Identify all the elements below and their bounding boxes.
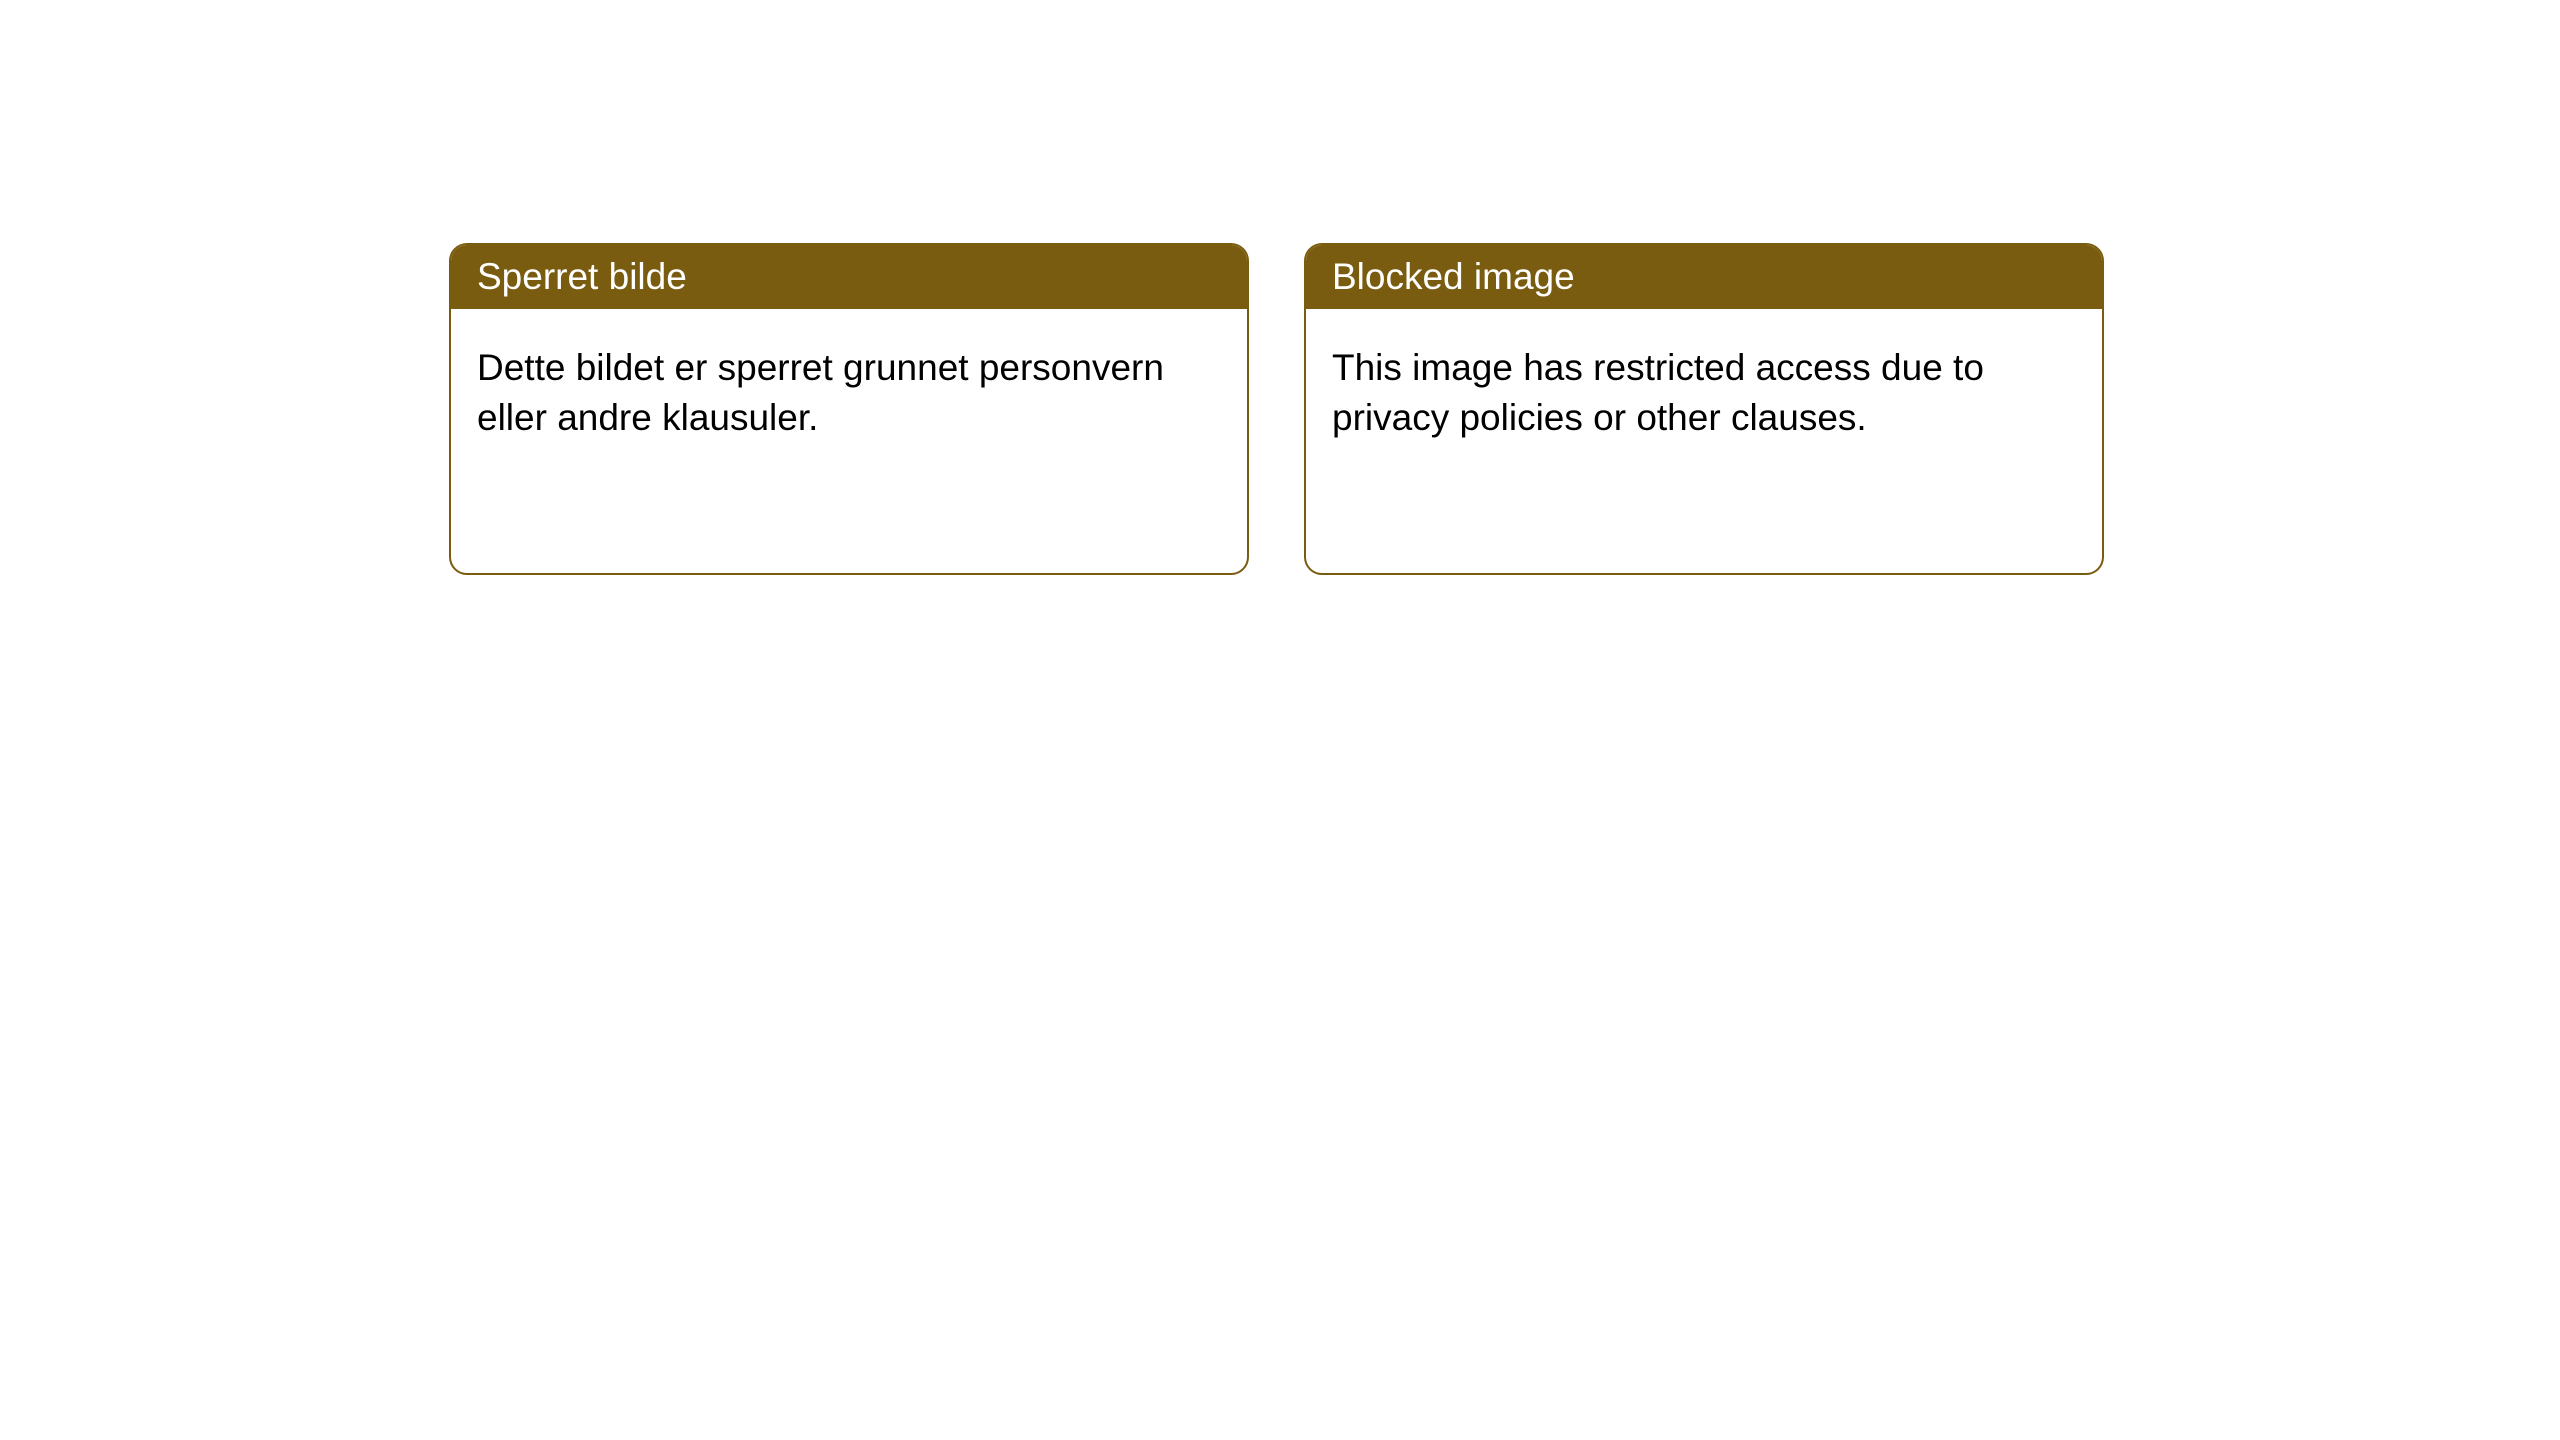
notice-card-english: Blocked image This image has restricted … — [1304, 243, 2104, 575]
notice-title: Blocked image — [1306, 245, 2102, 309]
notice-body: This image has restricted access due to … — [1306, 309, 2102, 477]
notice-body: Dette bildet er sperret grunnet personve… — [451, 309, 1247, 477]
notice-container: Sperret bilde Dette bildet er sperret gr… — [0, 0, 2560, 575]
notice-title: Sperret bilde — [451, 245, 1247, 309]
notice-card-norwegian: Sperret bilde Dette bildet er sperret gr… — [449, 243, 1249, 575]
